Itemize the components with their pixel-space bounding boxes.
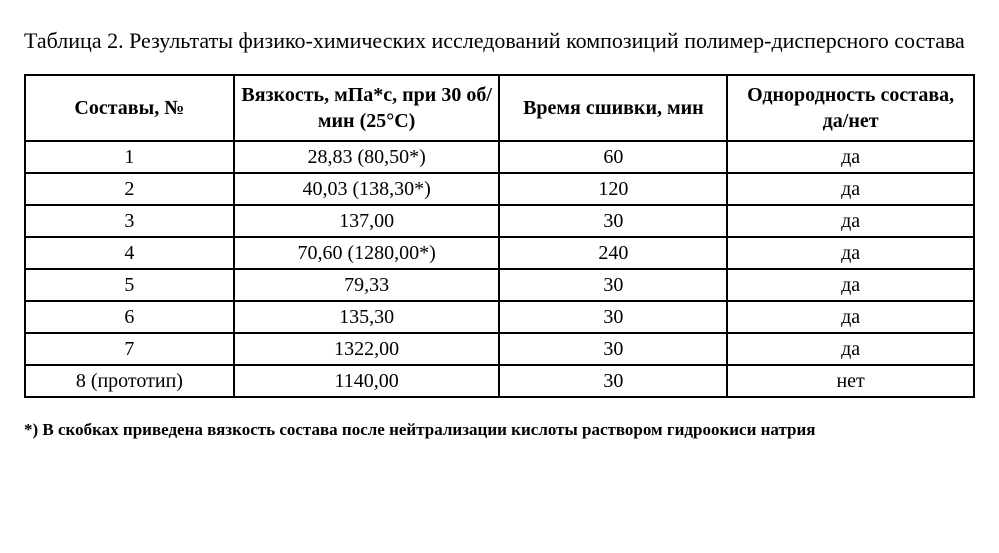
col-header: Однородность состава, да/нет <box>727 75 974 141</box>
table-row: 7 1322,00 30 да <box>25 333 974 365</box>
table-row: 2 40,03 (138,30*) 120 да <box>25 173 974 205</box>
results-table: Составы, № Вязкость, мПа*с, при 30 об/ми… <box>24 74 975 398</box>
cell: 4 <box>25 237 234 269</box>
table-caption: Таблица 2. Результаты физико-химических … <box>24 20 975 62</box>
cell: 28,83 (80,50*) <box>234 141 500 173</box>
cell: 1 <box>25 141 234 173</box>
cell: 30 <box>499 269 727 301</box>
cell: 8 (прототип) <box>25 365 234 397</box>
cell: да <box>727 205 974 237</box>
cell: да <box>727 141 974 173</box>
table-header-row: Составы, № Вязкость, мПа*с, при 30 об/ми… <box>25 75 974 141</box>
table-row: 5 79,33 30 да <box>25 269 974 301</box>
cell: 60 <box>499 141 727 173</box>
cell: да <box>727 301 974 333</box>
cell: 135,30 <box>234 301 500 333</box>
cell: 5 <box>25 269 234 301</box>
cell: 30 <box>499 365 727 397</box>
table-footnote: *) В скобках приведена вязкость состава … <box>24 420 975 440</box>
cell: 30 <box>499 205 727 237</box>
cell: 70,60 (1280,00*) <box>234 237 500 269</box>
cell: 7 <box>25 333 234 365</box>
cell: да <box>727 237 974 269</box>
cell: 40,03 (138,30*) <box>234 173 500 205</box>
cell: 30 <box>499 333 727 365</box>
cell: 137,00 <box>234 205 500 237</box>
cell: 240 <box>499 237 727 269</box>
cell: нет <box>727 365 974 397</box>
table-row: 8 (прототип) 1140,00 30 нет <box>25 365 974 397</box>
table-row: 1 28,83 (80,50*) 60 да <box>25 141 974 173</box>
cell: да <box>727 269 974 301</box>
table-row: 3 137,00 30 да <box>25 205 974 237</box>
cell: 1140,00 <box>234 365 500 397</box>
cell: 30 <box>499 301 727 333</box>
cell: 79,33 <box>234 269 500 301</box>
col-header: Составы, № <box>25 75 234 141</box>
table-row: 6 135,30 30 да <box>25 301 974 333</box>
table-row: 4 70,60 (1280,00*) 240 да <box>25 237 974 269</box>
col-header: Время сшивки, мин <box>499 75 727 141</box>
cell: да <box>727 173 974 205</box>
cell: да <box>727 333 974 365</box>
cell: 120 <box>499 173 727 205</box>
cell: 3 <box>25 205 234 237</box>
cell: 1322,00 <box>234 333 500 365</box>
col-header: Вязкость, мПа*с, при 30 об/мин (25°C) <box>234 75 500 141</box>
cell: 6 <box>25 301 234 333</box>
cell: 2 <box>25 173 234 205</box>
